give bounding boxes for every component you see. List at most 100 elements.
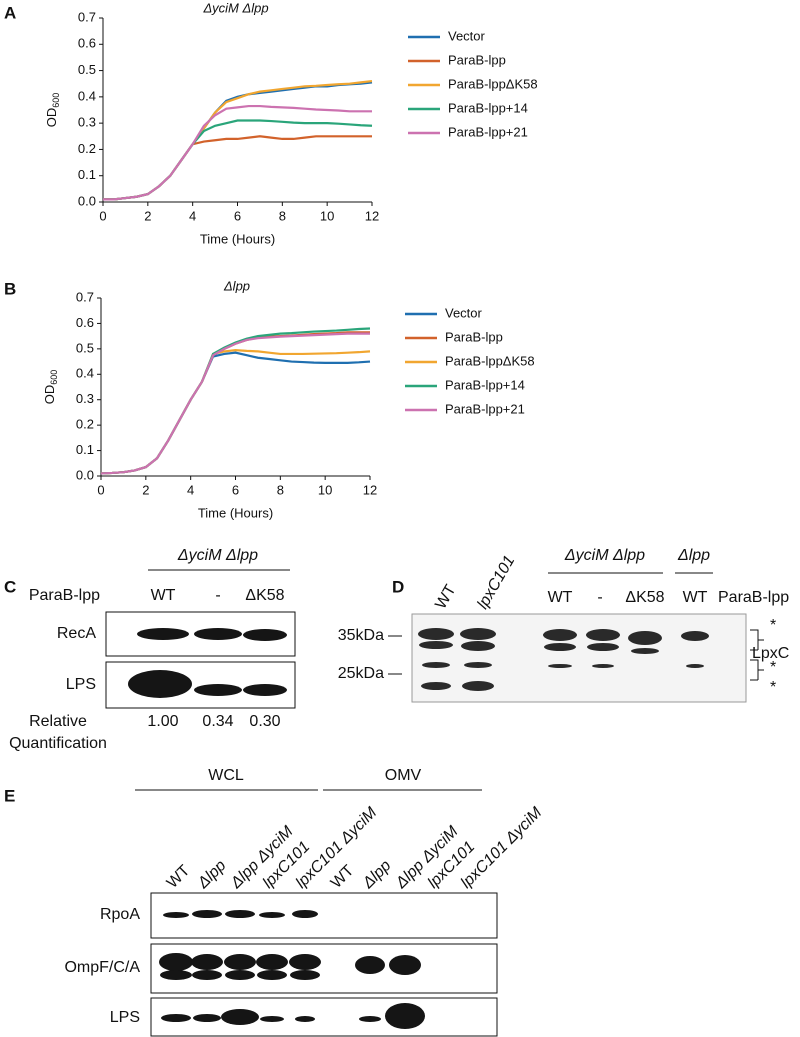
construct-label: ParaB-lpp — [718, 589, 789, 606]
y-tick-label: 0.5 — [78, 62, 96, 77]
row-label: RpoA — [100, 906, 140, 923]
y-tick-label: 0.2 — [78, 141, 96, 156]
row-label: OmpF/C/A — [64, 959, 140, 976]
x-tick-label: 8 — [279, 208, 286, 223]
chart-title: Δlpp — [223, 278, 250, 293]
series-line — [103, 135, 372, 201]
x-tick-label: 2 — [144, 208, 151, 223]
blot-box — [411, 613, 747, 703]
group-label: Δlpp — [677, 547, 710, 564]
lane-label: - — [597, 589, 602, 606]
y-tick-label: 0.4 — [78, 88, 96, 103]
y-tick-label: 0.3 — [76, 391, 94, 406]
lane-label: Δlpp — [359, 857, 394, 892]
band-label: * — [770, 659, 776, 676]
band-label: * — [770, 617, 776, 634]
panel-label: D — [392, 577, 404, 596]
lane-label: ΔK58 — [625, 589, 664, 606]
y-tick-label: 0.7 — [78, 9, 96, 24]
series-line — [103, 79, 373, 201]
lane-label: WT — [328, 862, 358, 892]
group-label: ΔyciM Δlpp — [177, 547, 258, 564]
panel-label: E — [4, 786, 15, 805]
y-tick-label: 0.3 — [78, 115, 96, 130]
construct-label: ParaB-lpp — [29, 587, 100, 604]
lane-label: WT — [683, 589, 708, 606]
series-line — [100, 332, 370, 475]
legend-label: ParaB-lpp+21 — [448, 124, 528, 139]
y-tick-label: 0.0 — [78, 193, 96, 208]
bracket — [750, 629, 764, 681]
legend-label: Vector — [448, 28, 486, 43]
panel-label: C — [4, 577, 16, 596]
series-line — [103, 104, 372, 201]
series-line — [103, 119, 373, 201]
y-axis-label-sub: 600 — [51, 93, 61, 108]
series-line — [100, 351, 371, 475]
quant-value: 1.00 — [147, 713, 178, 730]
bands — [159, 910, 425, 1029]
panel-label: A — [4, 3, 16, 22]
panel-label: B — [4, 279, 16, 298]
quant-value: 0.34 — [202, 713, 233, 730]
y-axis-label: OD600 — [42, 370, 59, 405]
lane-label: WT — [164, 862, 194, 892]
series-line — [100, 349, 371, 475]
y-tick-label: 0.7 — [76, 289, 94, 304]
x-tick-label: 4 — [187, 482, 194, 497]
x-tick-label: 0 — [99, 208, 106, 223]
quant-label: Quantification — [9, 735, 107, 752]
lane-label: ΔK58 — [245, 587, 284, 604]
legend-label: ParaB-lpp+14 — [445, 377, 525, 392]
y-tick-label: 0.2 — [76, 417, 94, 432]
lane-label: Δlpp — [194, 857, 229, 892]
x-axis-label: Time (Hours) — [200, 231, 275, 246]
legend-label: ParaB-lpp+14 — [448, 100, 528, 115]
x-tick-label: 8 — [277, 482, 284, 497]
band-label: LpxC — [752, 645, 789, 662]
bands — [418, 628, 709, 691]
x-tick-label: 12 — [365, 208, 379, 223]
group-label: WCL — [208, 767, 244, 784]
y-axis-label: OD600 — [44, 93, 61, 128]
y-tick-label: 0.4 — [76, 366, 94, 381]
quant-value: 0.30 — [249, 713, 280, 730]
y-axis-label-main: OD — [44, 108, 59, 128]
x-tick-label: 6 — [232, 482, 239, 497]
lane-label: - — [215, 587, 220, 604]
lane-label: WT — [432, 582, 459, 612]
y-axis-label-sub: 600 — [49, 370, 59, 385]
row-label: LPS — [66, 676, 96, 693]
marker-label: 35kDa — [338, 627, 384, 644]
y-tick-label: 0.0 — [76, 467, 94, 482]
series-line — [103, 81, 373, 201]
legend-label: Vector — [445, 305, 483, 320]
lane-label: lpxC101 — [474, 553, 518, 612]
legend-label: ParaB-lpp+21 — [445, 401, 525, 416]
quant-label: Relative — [29, 713, 87, 730]
x-tick-label: 0 — [97, 482, 104, 497]
y-tick-label: 0.6 — [78, 36, 96, 51]
x-tick-label: 10 — [320, 208, 334, 223]
x-tick-label: 2 — [142, 482, 149, 497]
x-tick-label: 6 — [234, 208, 241, 223]
legend-label: ParaB-lppΔK58 — [448, 76, 538, 91]
x-tick-label: 4 — [189, 208, 196, 223]
band-label: * — [770, 679, 776, 696]
x-axis-label: Time (Hours) — [198, 505, 273, 520]
row-label: LPS — [110, 1009, 140, 1026]
y-tick-label: 0.1 — [78, 167, 96, 182]
lane-label: WT — [151, 587, 176, 604]
marker-label: 25kDa — [338, 665, 384, 682]
row-label: RecA — [57, 625, 96, 642]
y-tick-label: 0.6 — [76, 315, 94, 330]
legend-label: ParaB-lpp — [445, 329, 503, 344]
x-tick-label: 12 — [363, 482, 377, 497]
y-axis-label-main: OD — [42, 385, 57, 405]
legend-label: ParaB-lppΔK58 — [445, 353, 535, 368]
group-label: OMV — [385, 767, 422, 784]
y-tick-label: 0.1 — [76, 442, 94, 457]
y-tick-label: 0.5 — [76, 340, 94, 355]
lane-label: WT — [548, 589, 573, 606]
